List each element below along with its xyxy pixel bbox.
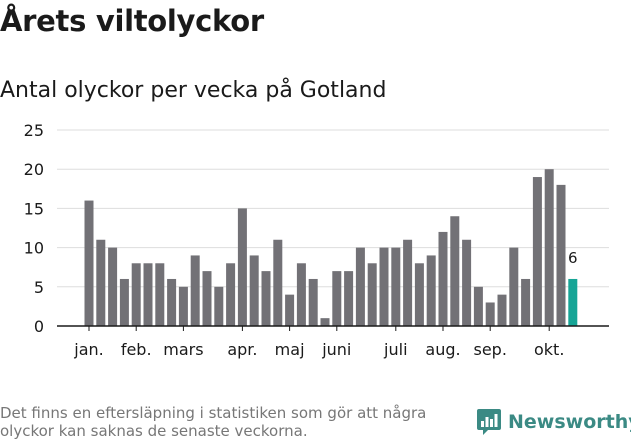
x-tick-label: mars [163,340,203,359]
bar [332,271,342,326]
y-tick-label: 15 [24,199,44,218]
bar [521,278,531,326]
x-tick-label: okt. [534,340,564,359]
x-tick-label: sep. [473,340,506,359]
x-tick-label: juni [321,340,351,359]
y-axis-ticks: 0 5 10 15 20 25 [24,121,44,336]
x-tick-label: aug. [425,340,460,359]
bar [84,200,94,326]
x-axis-ticks: jan. feb. mars apr. maj juni juli aug. sep. okt. [73,326,564,359]
y-tick-label: 10 [24,239,44,258]
bar [202,271,212,326]
bar [462,239,472,326]
bar [473,286,483,326]
bar-chart: 0 5 10 15 20 25 jan. feb. mars apr. maj juni juli au… [24,121,609,359]
bar [414,263,424,326]
x-tick-label: juli [383,340,407,359]
bar-highlight [568,278,578,326]
bar [379,247,389,326]
x-tick-label: feb. [121,340,152,359]
y-tick-label: 20 [24,160,44,179]
y-tick-label: 0 [34,317,44,336]
x-tick-label: maj [275,340,305,359]
bar [509,247,519,326]
brand[interactable]: Newsworthy [476,408,631,436]
bar [544,169,554,326]
bar [108,247,118,326]
bars [84,169,578,326]
bar [143,263,153,326]
bar [308,278,318,326]
bar [556,184,566,326]
bar [485,302,495,326]
chart-title: Årets viltolyckor [0,4,264,38]
bar [131,263,141,326]
brand-name: Newsworthy [508,411,631,433]
y-tick-label: 5 [34,278,44,297]
bar [119,278,129,326]
bar [355,247,365,326]
bar [226,263,236,326]
y-tick-label: 25 [24,121,44,140]
bar [214,286,224,326]
x-tick-label: apr. [227,340,257,359]
bar [296,263,306,326]
bar [320,318,330,326]
bar [532,177,542,326]
bar [178,286,188,326]
bar [237,208,247,326]
bar [261,271,271,326]
newsworthy-logo-icon [477,409,501,435]
bar [344,271,354,326]
bar [426,255,436,326]
bar [190,255,200,326]
data-labels: 6 [568,249,578,267]
data-label: 6 [568,249,578,267]
chart-subtitle: Antal olyckor per vecka på Gotland [0,78,387,103]
bar [155,263,165,326]
bar [285,294,295,326]
bar [391,247,401,326]
footnote: Det finns en eftersläpning i statistiken… [0,404,427,439]
bar [96,239,106,326]
bar [438,231,448,326]
bar [497,294,507,326]
bar [273,239,283,326]
bar [167,278,177,326]
bar [403,239,413,326]
x-tick-label: jan. [73,340,103,359]
bar [450,216,460,326]
bar [367,263,377,326]
bar [249,255,259,326]
